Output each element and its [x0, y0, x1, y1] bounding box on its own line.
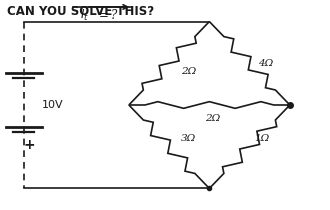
- Text: 3Ω: 3Ω: [181, 134, 196, 143]
- Text: $=$?: $=$?: [96, 8, 119, 22]
- Text: +: +: [24, 138, 35, 152]
- Text: 1Ω: 1Ω: [254, 134, 270, 143]
- Text: 2Ω: 2Ω: [181, 67, 196, 76]
- Text: 2Ω: 2Ω: [205, 114, 220, 123]
- Text: $I_t$: $I_t$: [80, 8, 88, 23]
- Text: 4Ω: 4Ω: [258, 59, 273, 68]
- Text: 10V: 10V: [42, 100, 63, 110]
- Text: CAN YOU SOLVE THIS?: CAN YOU SOLVE THIS?: [7, 5, 154, 18]
